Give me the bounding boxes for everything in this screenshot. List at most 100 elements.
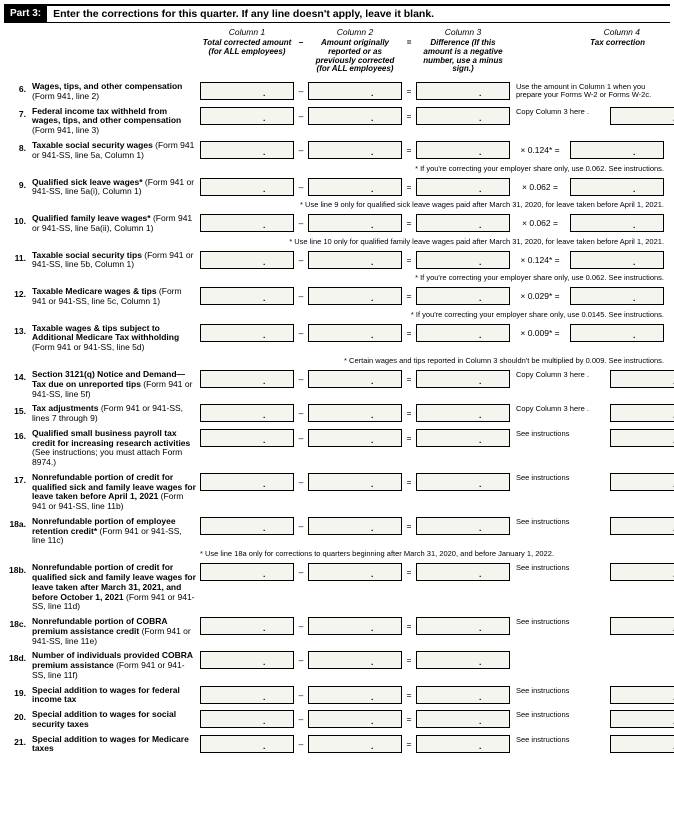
col1-input[interactable] bbox=[200, 517, 294, 535]
col3-input[interactable] bbox=[416, 617, 510, 635]
line-label: Special addition to wages for federal in… bbox=[32, 686, 200, 706]
line-label: Taxable Medicare wages & tips (Form 941 … bbox=[32, 287, 200, 307]
equals-op: = bbox=[402, 429, 416, 447]
col2-input[interactable] bbox=[308, 563, 402, 581]
col1-input[interactable] bbox=[200, 617, 294, 635]
equals-op: = bbox=[402, 563, 416, 581]
line-label: Federal income tax withheld from wages, … bbox=[32, 107, 200, 136]
col1-input[interactable] bbox=[200, 287, 294, 305]
col1-input[interactable] bbox=[200, 710, 294, 728]
col3-input[interactable] bbox=[416, 651, 510, 669]
col2-input[interactable] bbox=[308, 710, 402, 728]
col2-input[interactable] bbox=[308, 517, 402, 535]
col2-input[interactable] bbox=[308, 686, 402, 704]
col3-input[interactable] bbox=[416, 141, 510, 159]
col2-input[interactable] bbox=[308, 429, 402, 447]
col3-input[interactable] bbox=[416, 473, 510, 491]
col2-input[interactable] bbox=[308, 251, 402, 269]
minus-op: – bbox=[294, 141, 308, 159]
line-r9: 9.Qualified sick leave wages* (Form 941 … bbox=[4, 176, 670, 198]
col3-input[interactable] bbox=[416, 82, 510, 100]
col3-input[interactable] bbox=[416, 429, 510, 447]
col4-input[interactable] bbox=[570, 324, 664, 342]
line-r18b: 18b.Nonrefundable portion of credit for … bbox=[4, 561, 670, 612]
col3-input[interactable] bbox=[416, 214, 510, 232]
line-label: Nonrefundable portion of credit for qual… bbox=[32, 473, 200, 512]
col2-input[interactable] bbox=[308, 324, 402, 342]
col2-input[interactable] bbox=[308, 107, 402, 125]
col3-input[interactable] bbox=[416, 107, 510, 125]
col1-input[interactable] bbox=[200, 251, 294, 269]
footnote: * Use line 9 only for qualified sick lea… bbox=[200, 200, 670, 209]
footnote: * Certain wages and tips reported in Col… bbox=[200, 356, 670, 365]
line-number: 13. bbox=[4, 324, 32, 336]
col4-input[interactable] bbox=[610, 370, 674, 388]
col4-input[interactable] bbox=[570, 178, 664, 196]
col1-input[interactable] bbox=[200, 429, 294, 447]
col4-input[interactable] bbox=[570, 141, 664, 159]
col1-input[interactable] bbox=[200, 473, 294, 491]
col3-input[interactable] bbox=[416, 324, 510, 342]
col4-input[interactable] bbox=[610, 735, 674, 753]
col1-input[interactable] bbox=[200, 686, 294, 704]
col2-input[interactable] bbox=[308, 404, 402, 422]
equals-op: = bbox=[402, 710, 416, 728]
col1-input[interactable] bbox=[200, 404, 294, 422]
col3-input[interactable] bbox=[416, 710, 510, 728]
col1-input[interactable] bbox=[200, 370, 294, 388]
col4-input[interactable] bbox=[610, 686, 674, 704]
col1-input[interactable] bbox=[200, 651, 294, 669]
col3-input[interactable] bbox=[416, 563, 510, 581]
line-r12: 12.Taxable Medicare wages & tips (Form 9… bbox=[4, 285, 670, 307]
col2-input[interactable] bbox=[308, 141, 402, 159]
col2-input[interactable] bbox=[308, 287, 402, 305]
col3-input[interactable] bbox=[416, 517, 510, 535]
col1-input[interactable] bbox=[200, 178, 294, 196]
col3-header: Column 3 bbox=[416, 27, 510, 37]
line-number: 14. bbox=[4, 370, 32, 382]
col2-input[interactable] bbox=[308, 214, 402, 232]
col4-input[interactable] bbox=[610, 404, 674, 422]
line-r19: 19.Special addition to wages for federal… bbox=[4, 684, 670, 706]
col4-input[interactable] bbox=[610, 617, 674, 635]
col3-input[interactable] bbox=[416, 404, 510, 422]
col2-input[interactable] bbox=[308, 617, 402, 635]
col3-input[interactable] bbox=[416, 735, 510, 753]
col1-input[interactable] bbox=[200, 563, 294, 581]
col3-input[interactable] bbox=[416, 178, 510, 196]
col1-input[interactable] bbox=[200, 141, 294, 159]
col1-input[interactable] bbox=[200, 735, 294, 753]
col4-input[interactable] bbox=[610, 473, 674, 491]
line-r21: 21.Special addition to wages for Medicar… bbox=[4, 733, 670, 755]
col4-input[interactable] bbox=[570, 214, 664, 232]
col4-input[interactable] bbox=[610, 107, 674, 125]
col2-input[interactable] bbox=[308, 473, 402, 491]
col3-input[interactable] bbox=[416, 686, 510, 704]
col2-input[interactable] bbox=[308, 178, 402, 196]
col1-input[interactable] bbox=[200, 324, 294, 342]
col2-input[interactable] bbox=[308, 82, 402, 100]
col3-input[interactable] bbox=[416, 287, 510, 305]
rate-text: × 0.124* = bbox=[510, 141, 570, 159]
col4-input[interactable] bbox=[610, 710, 674, 728]
col1-input[interactable] bbox=[200, 214, 294, 232]
col4-input[interactable] bbox=[610, 429, 674, 447]
col4-input[interactable] bbox=[570, 287, 664, 305]
line-r7: 7.Federal income tax withheld from wages… bbox=[4, 105, 670, 136]
line-number: 16. bbox=[4, 429, 32, 441]
col1-input[interactable] bbox=[200, 82, 294, 100]
col1-input[interactable] bbox=[200, 107, 294, 125]
col4-input[interactable] bbox=[610, 517, 674, 535]
minus-op: – bbox=[294, 404, 308, 422]
col3-input[interactable] bbox=[416, 251, 510, 269]
line-number: 20. bbox=[4, 710, 32, 722]
equals-op: = bbox=[402, 473, 416, 491]
col4-input[interactable] bbox=[610, 563, 674, 581]
col2-input[interactable] bbox=[308, 651, 402, 669]
minus-op: – bbox=[294, 251, 308, 269]
col2-input[interactable] bbox=[308, 370, 402, 388]
col2-input[interactable] bbox=[308, 735, 402, 753]
line-label: Qualified sick leave wages* (Form 941 or… bbox=[32, 178, 200, 198]
col4-input[interactable] bbox=[570, 251, 664, 269]
col3-input[interactable] bbox=[416, 370, 510, 388]
